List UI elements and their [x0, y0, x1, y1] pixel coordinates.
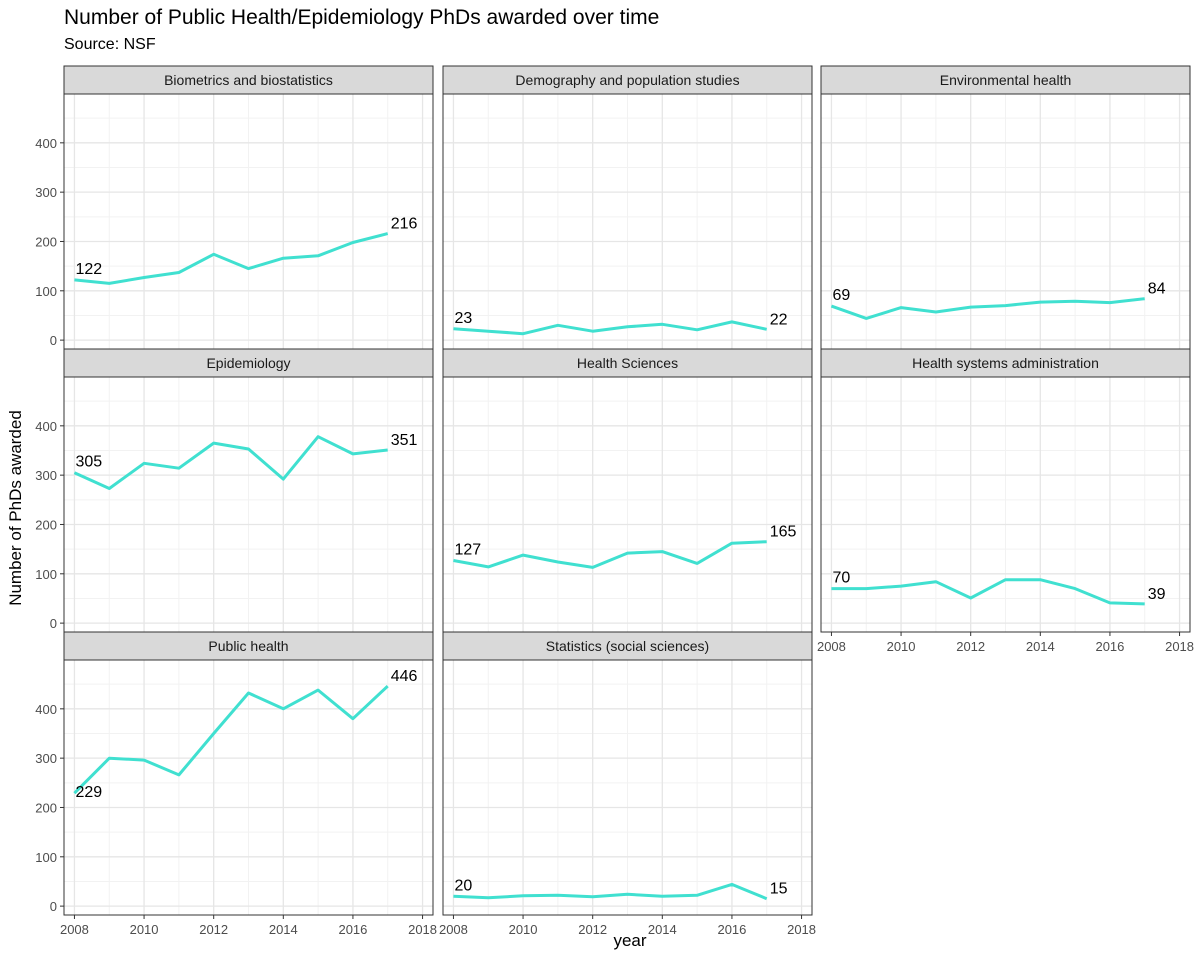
- facet-environmental-health: Environmental health 69 84: [820, 65, 1191, 350]
- y-tick-label: 200: [35, 800, 57, 815]
- chart-title: Number of Public Health/Epidemiology PhD…: [64, 6, 660, 29]
- first-value-label: 23: [454, 310, 472, 327]
- facet-statistics-social-sciences: Statistics (social sciences) 2008 2010 2012…: [439, 631, 816, 937]
- series-line-demography-and-population-studies: [453, 320, 768, 336]
- facet-strip-label: Public health: [208, 638, 288, 654]
- facet-strip: [442, 631, 813, 661]
- x-tick-label: 2016: [717, 922, 746, 937]
- first-value-label: 20: [454, 877, 472, 894]
- y-tick-label: 100: [35, 284, 57, 299]
- y-tick-label: 100: [35, 850, 57, 865]
- y-tick-label: 300: [35, 468, 57, 483]
- series-line-health-systems-administration: [831, 578, 1145, 606]
- first-value-label: 122: [75, 261, 102, 278]
- first-value-label: 127: [454, 541, 481, 558]
- last-value-label: 446: [391, 668, 418, 685]
- facet-strip: [820, 65, 1191, 95]
- y-tick-label: 300: [35, 185, 57, 200]
- facet-health-systems-administration: Health systems administration 2008 2010 201…: [817, 348, 1194, 654]
- x-tick-label: 2014: [1026, 639, 1055, 654]
- facet-strip: [63, 348, 434, 378]
- y-tick-label: 300: [35, 751, 57, 766]
- y-tick-label: 400: [35, 702, 57, 717]
- chart-subtitle: Source: NSF: [64, 36, 156, 53]
- panel-border: [820, 376, 1191, 633]
- x-tick-label: 2014: [269, 922, 298, 937]
- x-tick-label: 2010: [887, 639, 916, 654]
- first-value-label: 229: [75, 784, 102, 801]
- facet-demography-and-population-studies: Demography and population studies 23 22: [442, 65, 813, 350]
- y-tick-label: 200: [35, 517, 57, 532]
- x-tick-label: 2016: [338, 922, 367, 937]
- series-line-public-health: [73, 685, 389, 795]
- last-value-label: 84: [1148, 281, 1166, 298]
- last-value-label: 216: [391, 216, 418, 233]
- series-line-environmental-health: [830, 297, 1145, 320]
- y-tick-label: 400: [35, 136, 57, 151]
- x-tick-label: 2016: [1095, 639, 1124, 654]
- first-value-label: 69: [832, 287, 850, 304]
- y-tick-label: 400: [35, 419, 57, 434]
- x-tick-label: 2012: [956, 639, 985, 654]
- facet-biometrics-and-biostatistics: Biometrics and biostatistics 0 100 200 300 40…: [35, 65, 434, 350]
- panel-border: [63, 659, 434, 916]
- facet-strip-label: Epidemiology: [206, 355, 290, 371]
- facet-strip: [442, 348, 813, 378]
- series-line-statistics-social-sciences: [453, 882, 768, 901]
- x-tick-label: 2008: [439, 922, 468, 937]
- x-tick-label: 2018: [408, 922, 437, 937]
- x-tick-label: 2014: [648, 922, 677, 937]
- x-tick-label: 2012: [199, 922, 228, 937]
- x-tick-label: 2010: [130, 922, 159, 937]
- y-tick-label: 100: [35, 567, 57, 582]
- last-value-label: 22: [770, 311, 788, 328]
- x-tick-label: 2018: [787, 922, 816, 937]
- series-line-health-sciences: [453, 540, 767, 569]
- facet-epidemiology: Epidemiology 0 100 200 300 400 305 351: [35, 348, 434, 633]
- facet-strip-label: Health systems administration: [912, 355, 1099, 371]
- facet-strip-label: Demography and population studies: [515, 72, 739, 88]
- facet-strip-label: Environmental health: [940, 72, 1072, 88]
- y-tick-label: 200: [35, 234, 57, 249]
- y-tick-label: 0: [50, 333, 57, 348]
- last-value-label: 15: [770, 881, 788, 898]
- x-tick-label: 2018: [1165, 639, 1194, 654]
- first-value-label: 305: [75, 454, 102, 471]
- panel-border: [442, 659, 813, 916]
- last-value-label: 351: [391, 432, 418, 449]
- x-tick-label: 2008: [60, 922, 89, 937]
- x-axis-title: year: [613, 931, 647, 950]
- facet-strip-label: Statistics (social sciences): [546, 638, 709, 654]
- y-tick-label: 0: [50, 616, 57, 631]
- facet-strip: [63, 631, 434, 661]
- x-tick-label: 2010: [509, 922, 538, 937]
- first-value-label: 70: [832, 570, 850, 587]
- facet-strip: [442, 65, 813, 95]
- series-line-epidemiology: [73, 435, 388, 490]
- facet-strip: [820, 348, 1191, 378]
- last-value-label: 39: [1148, 586, 1166, 603]
- series-line-biometrics-and-biostatistics: [74, 232, 389, 285]
- facet-health-sciences: Health Sciences 127 165: [442, 348, 813, 633]
- x-tick-label: 2012: [578, 922, 607, 937]
- facet-public-health: Public health 0 100 200 300 400 2008 2010 2012 20…: [35, 631, 437, 937]
- last-value-label: 165: [770, 524, 797, 541]
- facet-strip-label: Biometrics and biostatistics: [164, 72, 333, 88]
- y-tick-label: 0: [50, 899, 57, 914]
- facet-strip-label: Health Sciences: [577, 355, 678, 371]
- facet-strip: [63, 65, 434, 95]
- x-tick-label: 2008: [817, 639, 846, 654]
